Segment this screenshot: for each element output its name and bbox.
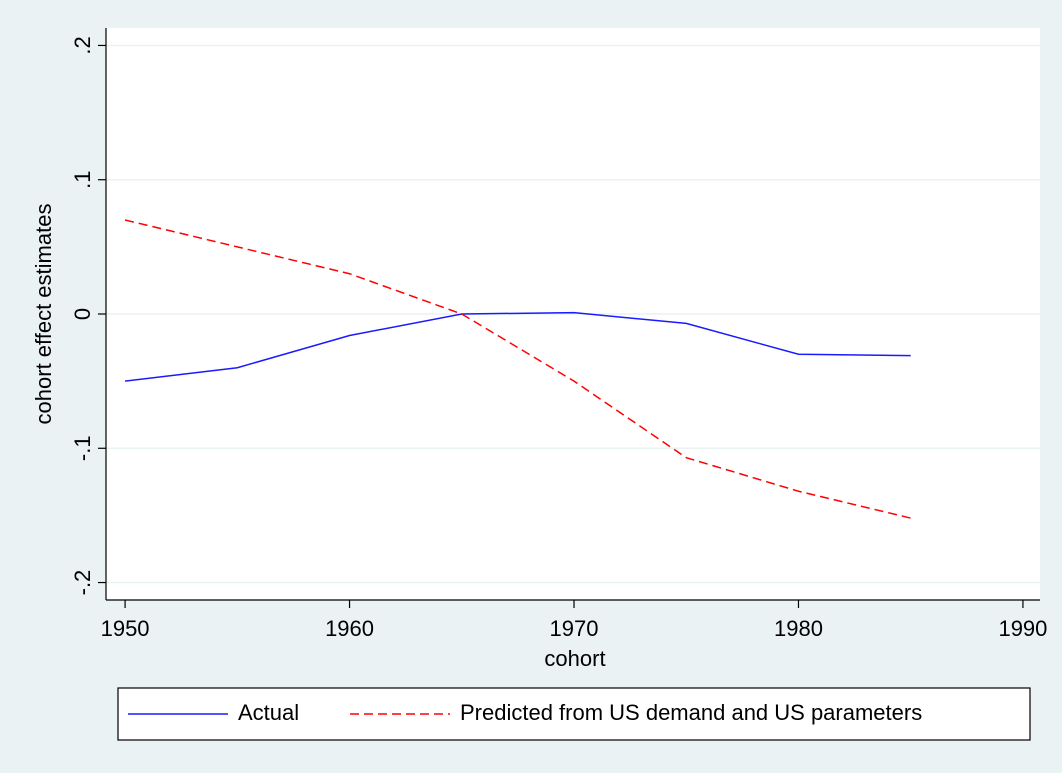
y-tick-label: 0 — [70, 308, 95, 320]
x-axis-label: cohort — [544, 646, 605, 671]
x-tick-label: 1970 — [550, 616, 599, 641]
y-axis-label: cohort effect estimates — [31, 204, 56, 425]
x-tick-label: 1990 — [998, 616, 1047, 641]
y-tick-label: -.1 — [70, 435, 95, 461]
legend-label: Actual — [238, 700, 299, 725]
series-line — [124, 219, 911, 519]
y-tick-label: -.2 — [70, 570, 95, 596]
series-line — [124, 311, 911, 382]
x-tick-label: 1980 — [774, 616, 823, 641]
y-tick-label: .1 — [70, 171, 95, 189]
x-tick-label: 1950 — [101, 616, 150, 641]
x-tick-label: 1960 — [325, 616, 374, 641]
y-tick-label: .2 — [70, 36, 95, 54]
legend-box — [117, 687, 1031, 741]
legend-label: Predicted from US demand and US paramete… — [460, 700, 922, 725]
